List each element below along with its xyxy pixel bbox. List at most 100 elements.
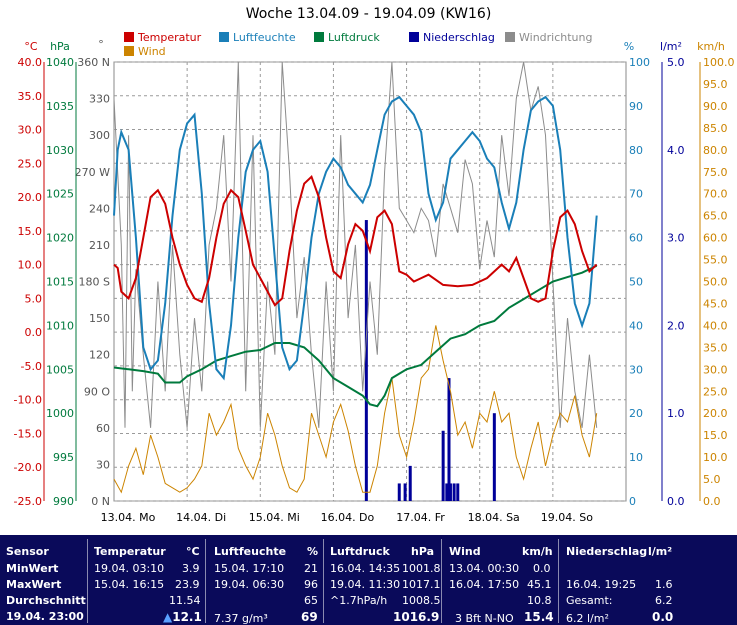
hum-avg: 65 [304, 594, 318, 607]
current-time: 19.04. 23:00 [6, 610, 84, 623]
direction-tick-label: 240 [89, 202, 110, 215]
min-label: MinWert [6, 562, 59, 575]
rain-total-value: 6.2 [655, 594, 673, 607]
wind-tick-label: 90.0 [703, 100, 728, 113]
wind-tick-label: 45.0 [703, 297, 728, 310]
wind-tick-label: 0.0 [703, 495, 721, 508]
separator [323, 539, 324, 623]
wind-tick-label: 100.0 [703, 56, 735, 69]
niederschlag-bar [364, 220, 368, 502]
wind-unit: km/h [522, 545, 553, 558]
legend-label-luftdruck: Luftdruck [328, 31, 380, 44]
rain-tick-label: 0.0 [667, 495, 685, 508]
temp-min-value: 3.9 [182, 562, 200, 575]
humidity-tick-label: 80 [629, 144, 643, 157]
pressure-tick-label: 995 [53, 451, 74, 464]
hum-max-time: 19.04. 06:30 [214, 578, 285, 591]
x-tick-label: 16.04. Do [321, 511, 375, 524]
separator [87, 539, 88, 623]
sensor-header: Sensor [6, 545, 49, 558]
temp-tick-label: -5.0 [21, 360, 42, 373]
pressure-tick-label: 1030 [46, 144, 74, 157]
temp-max-value: 23.9 [175, 578, 200, 591]
wind-tick-label: 50.0 [703, 276, 728, 289]
x-tick-label: 14.04. Di [176, 511, 226, 524]
rain-tick-label: 5.0 [667, 56, 685, 69]
temp-current: ▲12.1 [163, 610, 202, 624]
wind-max-time: 16.04. 17:50 [449, 578, 520, 591]
direction-tick-label: 150 [89, 312, 110, 325]
legend-label-niederschlag: Niederschlag [423, 31, 495, 44]
humidity-axis-unit: % [624, 40, 634, 53]
rain-tick-label: 4.0 [667, 144, 685, 157]
press-trend: ^1.7hPa/h [330, 594, 388, 607]
rain-current: 0.0 [652, 610, 674, 624]
humidity-tick-label: 60 [629, 232, 643, 245]
pressure-tick-label: 1000 [46, 407, 74, 420]
temp-max-time: 15.04. 16:15 [94, 578, 165, 591]
chart-svg: Woche 13.04.09 - 19.04.09 (KW16) Temperat… [14, 6, 735, 524]
temp-tick-label: 20.0 [18, 191, 43, 204]
temp-tick-label: -20.0 [14, 461, 42, 474]
temp-avg: 11.54 [169, 594, 201, 607]
temp-tick-label: 5.0 [25, 292, 43, 305]
pressure-tick-label: 1035 [46, 100, 74, 113]
x-tick-label: 17.04. Fr [396, 511, 445, 524]
direction-tick-label: 270 W [75, 166, 110, 179]
wind-tick-label: 15.0 [703, 429, 728, 442]
direction-tick-label: 330 [89, 93, 110, 106]
rain-tick-label: 1.0 [667, 407, 685, 420]
humidity-tick-label: 20 [629, 407, 643, 420]
humidity-tick-label: 70 [629, 188, 643, 201]
max-label: MaxWert [6, 578, 62, 591]
hum-min-time: 15.04. 17:10 [214, 562, 285, 575]
niederschlag-bar [445, 483, 449, 501]
legend-label-temperatur: Temperatur [137, 31, 202, 44]
temp-header: Temperatur [94, 545, 166, 558]
niederschlag-bar [403, 483, 407, 501]
wind-tick-label: 95.0 [703, 78, 728, 91]
humidity-tick-label: 30 [629, 363, 643, 376]
legend-label-luftfeuchte: Luftfeuchte [233, 31, 296, 44]
wind-tick-label: 70.0 [703, 188, 728, 201]
series-line-wind [113, 325, 598, 494]
rain-max-time: 16.04. 19:25 [566, 578, 637, 591]
press-min-value: 1001.8 [402, 562, 441, 575]
legend-label-windrichtung: Windrichtung [519, 31, 592, 44]
avg-label: Durchschnitt [6, 594, 86, 607]
niederschlag-bar [452, 483, 456, 501]
wind-tick-label: 25.0 [703, 385, 728, 398]
wind-tick-label: 55.0 [703, 254, 728, 267]
wind-current: 15.4 [524, 610, 554, 624]
wind-tick-label: 20.0 [703, 407, 728, 420]
wind-tick-label: 30.0 [703, 363, 728, 376]
hum-absolute: 7.37 g/m³ [214, 612, 268, 625]
legend-swatch-luftfeuchte [219, 32, 229, 42]
x-tick-label: 18.04. Sa [468, 511, 520, 524]
legend-swatch-windrichtung [505, 32, 515, 42]
humidity-tick-label: 0 [629, 495, 636, 508]
wind-header: Wind [449, 545, 481, 558]
press-current: 1016.9 [393, 610, 440, 624]
press-max-time: 19.04. 11:30 [330, 578, 401, 591]
summary-table: Sensor MinWert MaxWert Durchschnitt 19.0… [0, 535, 737, 625]
hum-current: 69 [301, 610, 318, 624]
niederschlag-bar [408, 465, 412, 501]
rain-today: 6.2 l/m² [566, 612, 609, 625]
rain-max-value: 1.6 [655, 578, 673, 591]
pressure-axis-unit: hPa [50, 40, 70, 53]
temp-unit: °C [186, 545, 200, 558]
temp-tick-label: 30.0 [18, 124, 43, 137]
chart-title: Woche 13.04.09 - 19.04.09 (KW16) [246, 6, 492, 22]
humidity-tick-label: 10 [629, 451, 643, 464]
wind-direction: 3 Bft N-NO [455, 612, 514, 625]
wind-avg: 10.8 [527, 594, 552, 607]
wind-min-value: 0.0 [533, 562, 551, 575]
separator [441, 539, 442, 623]
wind-tick-label: 40.0 [703, 319, 728, 332]
series-line-temperatur [113, 175, 598, 307]
separator [558, 539, 559, 623]
hum-min-value: 21 [304, 562, 318, 575]
wind-tick-label: 35.0 [703, 341, 728, 354]
rain-unit: l/m² [648, 545, 673, 558]
